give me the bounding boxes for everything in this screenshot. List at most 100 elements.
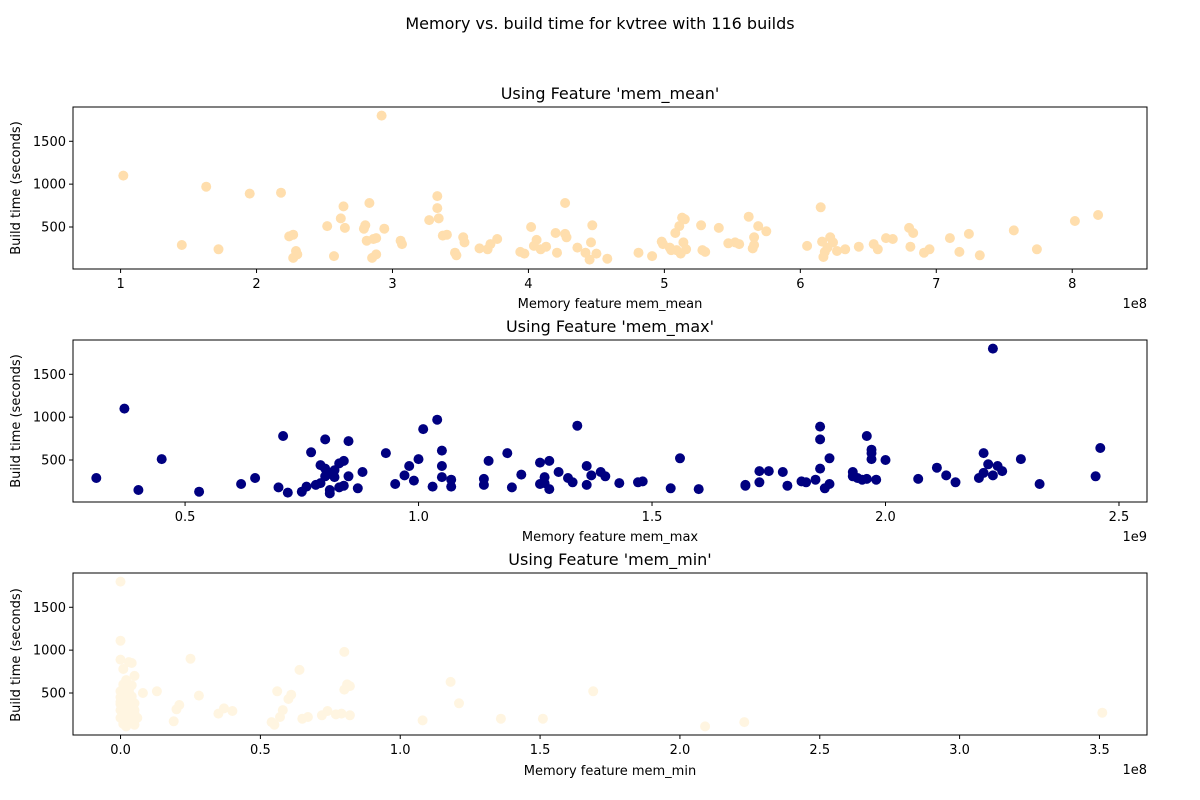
- scatter-point: [997, 466, 1008, 477]
- scatter-point: [236, 479, 247, 489]
- scatter-point: [250, 473, 261, 483]
- scatter-point: [485, 239, 496, 250]
- scatter-point: [483, 455, 494, 466]
- scatter-point: [123, 696, 134, 707]
- scatter-point: [360, 220, 371, 231]
- scatter-point: [824, 479, 835, 489]
- scatter-point: [761, 226, 772, 237]
- scatter-point: [749, 232, 760, 243]
- scatter-point: [880, 455, 891, 465]
- scatter-point: [506, 482, 517, 493]
- scatter-point: [740, 480, 751, 491]
- scatter-point: [1097, 707, 1108, 718]
- scatter-point: [343, 471, 354, 482]
- scatter-point: [436, 472, 447, 483]
- scatter-point: [433, 213, 444, 224]
- scatter-point: [371, 233, 382, 244]
- subplot-mem-max: Using Feature 'mem_max' Memory feature m…: [9, 317, 1148, 545]
- scatter-point: [441, 229, 452, 240]
- plot-frame: [72, 106, 1148, 270]
- scatter-series: [118, 110, 1104, 265]
- scatter-point: [194, 486, 205, 497]
- scatter-point: [397, 239, 407, 250]
- scatter-point: [572, 242, 583, 253]
- scatter-point: [963, 228, 974, 239]
- y-axis-label: Build time (seconds): [9, 121, 24, 255]
- scatter-point: [872, 244, 883, 255]
- scatter-point: [376, 110, 387, 121]
- scatter-point: [301, 481, 312, 492]
- y-tick-label: 1500: [33, 135, 66, 150]
- scatter-point: [696, 220, 707, 231]
- scatter-point: [404, 461, 415, 471]
- scatter-point: [581, 479, 592, 490]
- scatter-point: [584, 254, 595, 265]
- scatter-point: [600, 471, 611, 482]
- x-tick-label: 5: [660, 277, 668, 292]
- scatter-point: [338, 455, 349, 466]
- scatter-point: [446, 474, 457, 485]
- scatter-point: [115, 635, 126, 646]
- scatter-point: [908, 228, 919, 238]
- scatter-point: [115, 692, 126, 703]
- scatter-point: [133, 485, 144, 495]
- scatter-point: [815, 463, 826, 474]
- scatter-point: [454, 698, 464, 709]
- scatter-point: [244, 188, 255, 199]
- scatter-point: [371, 249, 382, 260]
- scatter-point: [753, 221, 764, 232]
- scatter-point: [588, 686, 599, 697]
- x-tick-label: 1.0: [408, 510, 429, 525]
- y-tick-label: 1500: [33, 368, 66, 383]
- scatter-point: [978, 448, 989, 459]
- scatter-point: [743, 211, 754, 222]
- scatter-point: [278, 431, 289, 441]
- scatter-point: [339, 646, 350, 657]
- x-axis-offset-label: 1e8: [1122, 763, 1147, 778]
- scatter-point: [693, 484, 704, 495]
- scatter-point: [931, 462, 942, 473]
- scatter-point: [602, 253, 613, 264]
- scatter-point: [286, 689, 297, 700]
- scatter-point: [336, 708, 347, 719]
- scatter-point: [343, 436, 354, 447]
- scatter-point: [861, 473, 872, 484]
- scatter-point: [213, 244, 224, 255]
- scatter-point: [905, 241, 916, 252]
- scatter-point: [338, 201, 349, 212]
- scatter-point: [364, 198, 375, 208]
- scatter-point: [586, 237, 596, 248]
- scatter-point: [586, 470, 597, 481]
- scatter-point: [801, 477, 812, 488]
- scatter-point: [913, 473, 924, 484]
- scatter-point: [537, 713, 548, 724]
- scatter-point: [1090, 471, 1101, 482]
- y-tick-label: 1000: [33, 178, 66, 193]
- scatter-point: [288, 229, 299, 240]
- scatter-point: [436, 461, 447, 471]
- scatter-point: [445, 676, 456, 687]
- scatter-point: [306, 447, 317, 458]
- scatter-point: [591, 248, 602, 259]
- scatter-point: [824, 453, 835, 464]
- scatter-point: [519, 248, 530, 259]
- subplot-mem-mean: Using Feature 'mem_mean' Memory feature …: [9, 84, 1148, 312]
- scatter-point: [193, 690, 204, 701]
- scatter-point: [322, 706, 333, 716]
- x-tick-label: 6: [796, 277, 804, 292]
- scatter-point: [294, 664, 305, 675]
- scatter-point: [802, 240, 813, 251]
- scatter-point: [815, 434, 826, 445]
- scatter-point: [339, 222, 350, 233]
- scatter-point: [446, 481, 457, 492]
- scatter-point: [560, 198, 571, 208]
- scatter-point: [432, 414, 443, 425]
- scatter-point: [344, 710, 355, 721]
- scatter-point: [700, 721, 711, 732]
- scatter-point: [115, 654, 126, 665]
- scatter-point: [1069, 216, 1080, 226]
- scatter-point: [782, 480, 793, 491]
- scatter-point: [840, 244, 851, 255]
- scatter-point: [427, 481, 438, 492]
